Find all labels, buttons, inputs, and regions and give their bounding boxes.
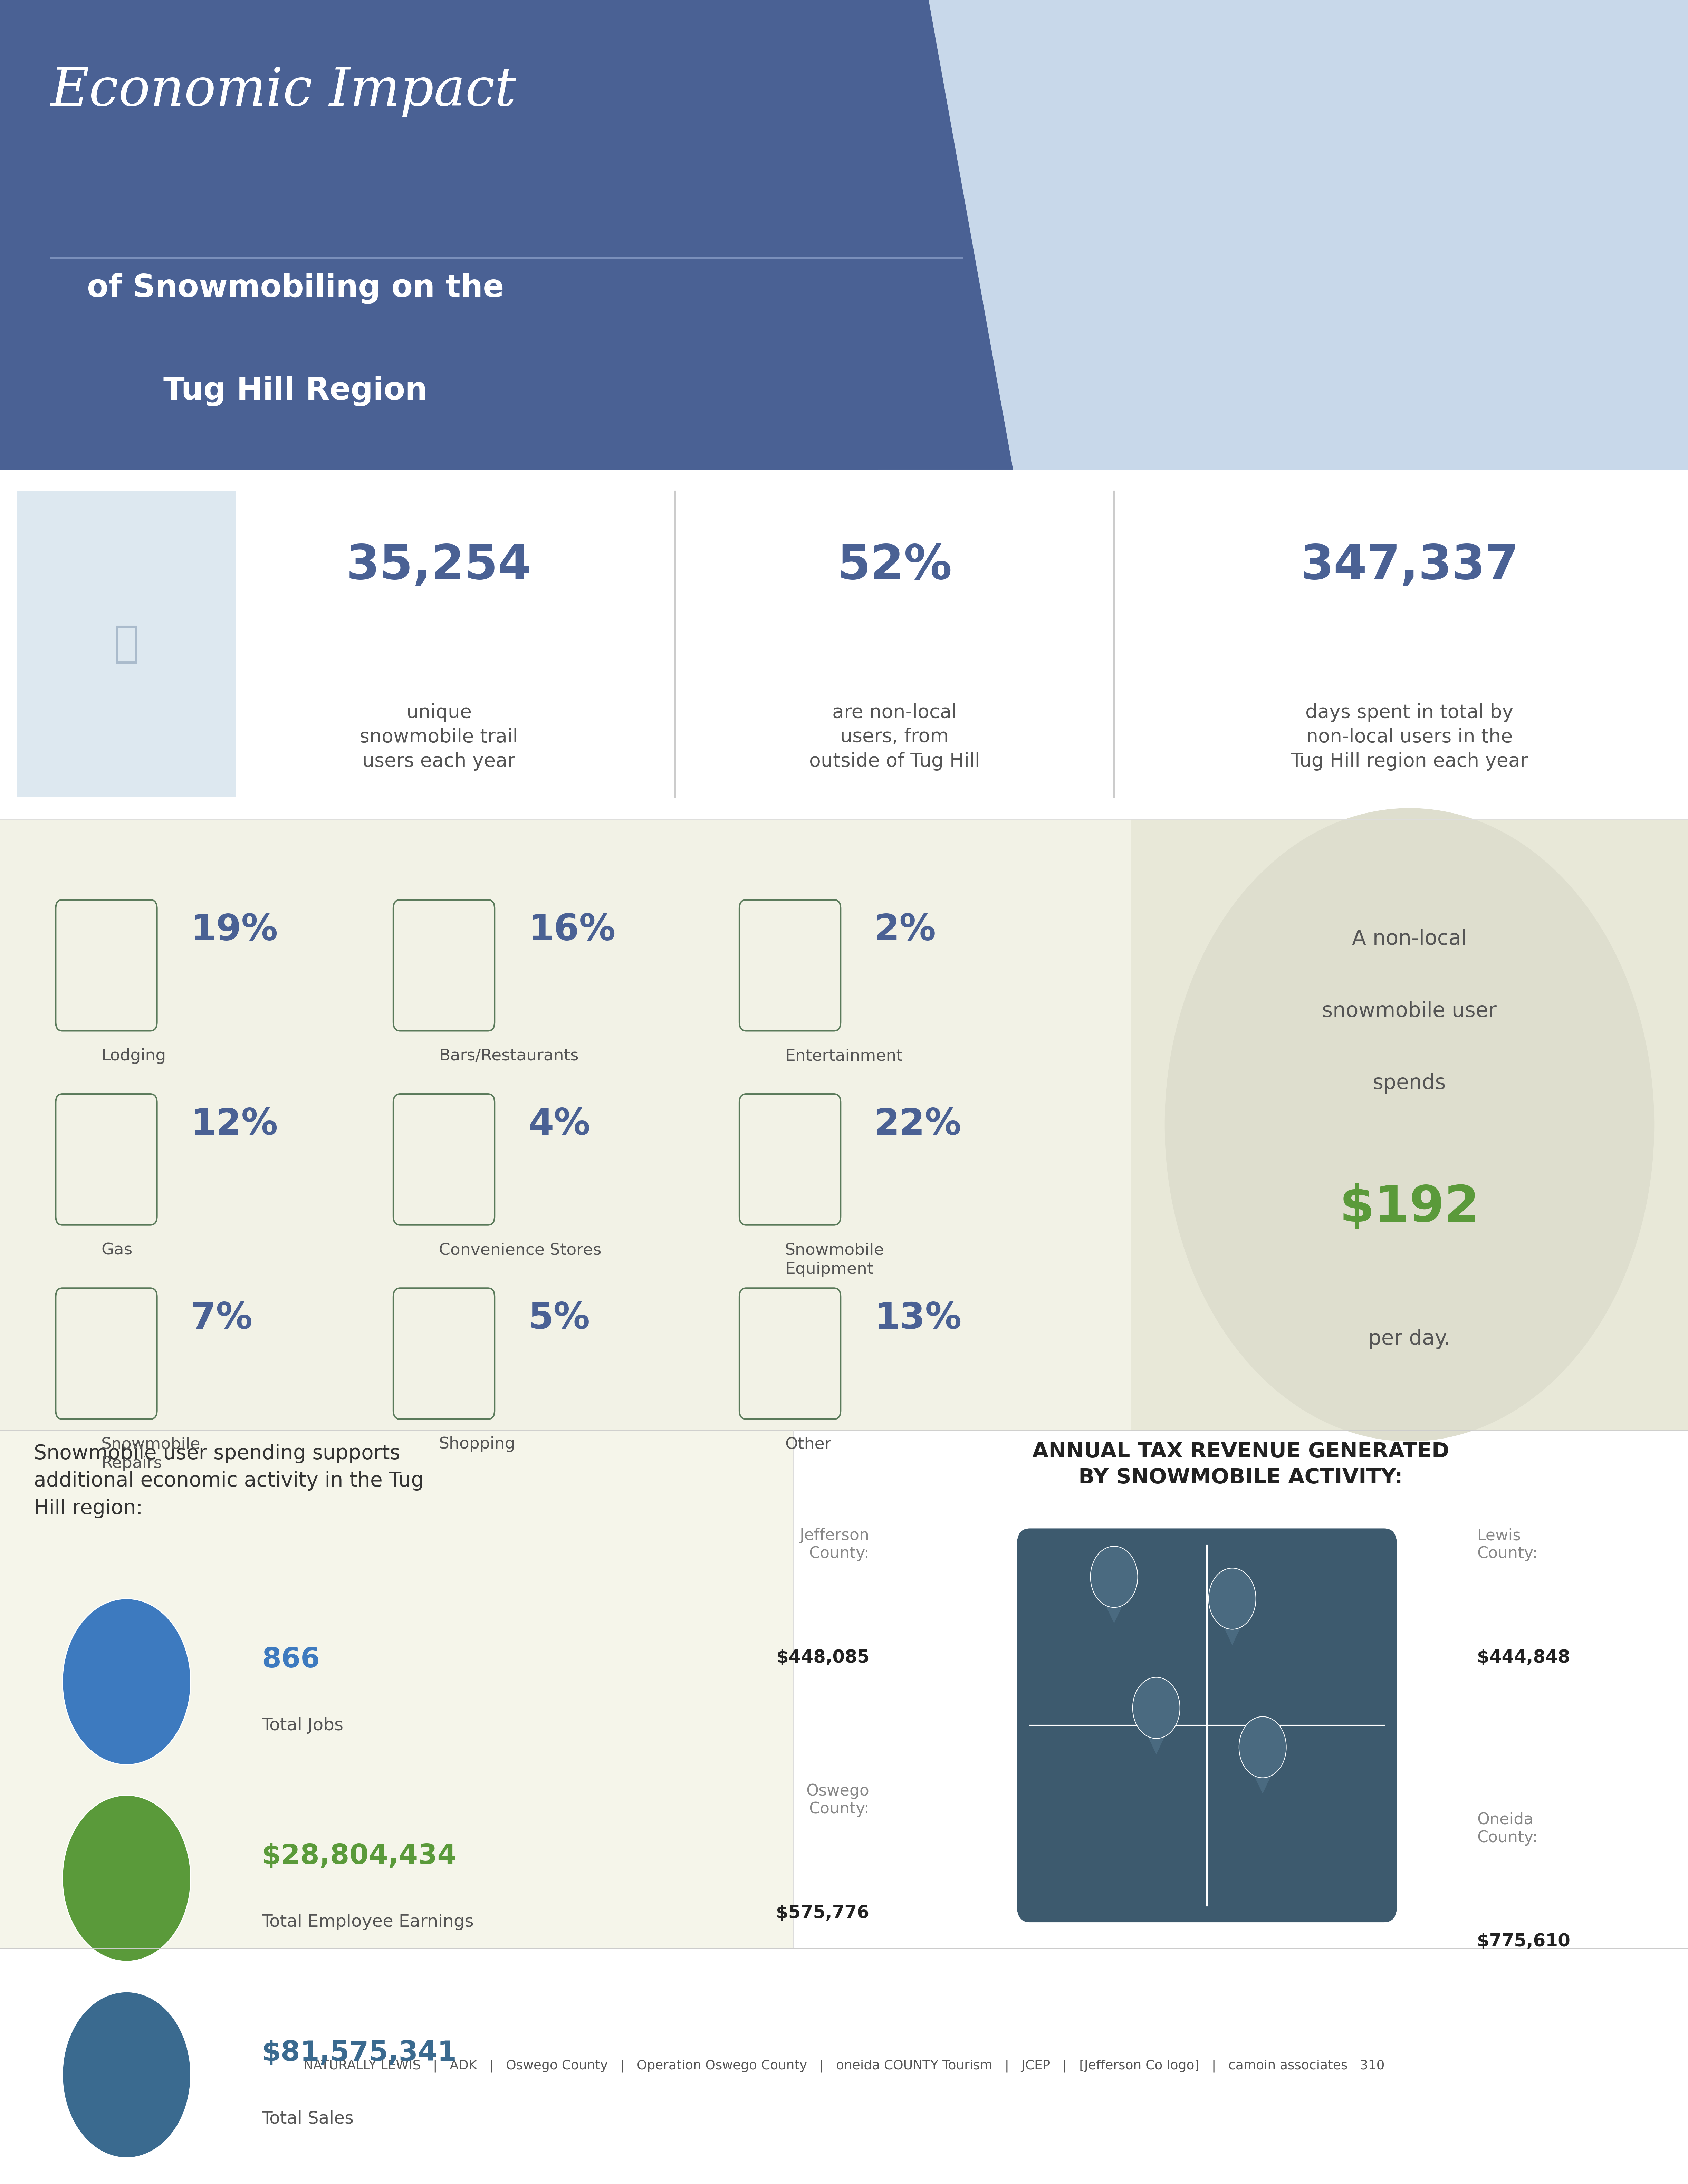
Text: Shopping: Shopping [439, 1437, 515, 1452]
Circle shape [1133, 1677, 1180, 1738]
Text: 4%: 4% [528, 1107, 591, 1142]
Bar [0, 1431, 793, 1948]
Text: 🏍: 🏍 [113, 622, 140, 666]
Polygon shape [1143, 1725, 1170, 1754]
Bar [0, 1948, 1688, 2184]
Text: Other: Other [785, 1437, 830, 1452]
Text: 7%: 7% [191, 1302, 253, 1337]
Text: unique
snowmobile trail
users each year: unique snowmobile trail users each year [360, 703, 518, 771]
FancyBboxPatch shape [1016, 1529, 1398, 1924]
Text: 5%: 5% [528, 1302, 591, 1337]
Text: Convenience Stores: Convenience Stores [439, 1243, 601, 1258]
Text: 35,254: 35,254 [346, 542, 532, 590]
Text: 866: 866 [262, 1647, 319, 1673]
Text: Lodging: Lodging [101, 1048, 165, 1064]
Polygon shape [1101, 1594, 1128, 1623]
Text: Oneida
County:: Oneida County: [1477, 1813, 1538, 1845]
Text: 2%: 2% [874, 913, 937, 948]
Bar [0, 0, 1688, 470]
Text: Entertainment: Entertainment [785, 1048, 903, 1064]
Circle shape [1239, 1717, 1286, 1778]
Text: 12%: 12% [191, 1107, 279, 1142]
Circle shape [62, 1795, 191, 1961]
Text: Tug Hill Region: Tug Hill Region [164, 376, 427, 406]
Text: of Snowmobiling on the: of Snowmobiling on the [86, 273, 505, 304]
Text: Oswego
County:: Oswego County: [807, 1784, 869, 1817]
Text: A non-local: A non-local [1352, 928, 1467, 950]
Text: $81,575,341: $81,575,341 [262, 2040, 457, 2066]
Text: Jefferson
County:: Jefferson County: [800, 1529, 869, 1562]
Text: Total Sales: Total Sales [262, 2110, 353, 2127]
Text: snowmobile user: snowmobile user [1322, 1000, 1497, 1022]
Text: Total Jobs: Total Jobs [262, 1717, 343, 1734]
Polygon shape [1249, 1765, 1276, 1793]
Circle shape [62, 1992, 191, 2158]
Text: NATURALLY LEWIS   |   ADK   |   Oswego County   |   Operation Oswego County   | : NATURALLY LEWIS | ADK | Oswego County | … [304, 2060, 1384, 2073]
Text: days spent in total by
non-local users in the
Tug Hill region each year: days spent in total by non-local users i… [1291, 703, 1528, 771]
Text: $448,085: $448,085 [776, 1649, 869, 1666]
Circle shape [1209, 1568, 1256, 1629]
FancyBboxPatch shape [17, 491, 236, 797]
Bar [0, 819, 1688, 1431]
Bar [0, 470, 1688, 819]
Bar [0, 1431, 1688, 1948]
Polygon shape [0, 0, 1013, 470]
Text: 19%: 19% [191, 913, 279, 948]
Text: Snowmobile
Repairs: Snowmobile Repairs [101, 1437, 201, 1472]
Circle shape [62, 1599, 191, 1765]
Text: Bars/Restaurants: Bars/Restaurants [439, 1048, 579, 1064]
Text: $28,804,434: $28,804,434 [262, 1843, 457, 1870]
Text: 16%: 16% [528, 913, 616, 948]
Text: per day.: per day. [1369, 1328, 1450, 1350]
Text: Snowmobile user spending supports
additional economic activity in the Tug
Hill r: Snowmobile user spending supports additi… [34, 1444, 424, 1518]
Circle shape [1090, 1546, 1138, 1607]
Text: $575,776: $575,776 [776, 1904, 869, 1922]
Text: ANNUAL TAX REVENUE GENERATED
BY SNOWMOBILE ACTIVITY:: ANNUAL TAX REVENUE GENERATED BY SNOWMOBI… [1031, 1441, 1450, 1487]
Text: Economic Impact: Economic Impact [51, 66, 517, 116]
Text: Total Employee Earnings: Total Employee Earnings [262, 1913, 474, 1931]
Text: 52%: 52% [837, 542, 952, 590]
Text: $444,848: $444,848 [1477, 1649, 1570, 1666]
Text: Lewis
County:: Lewis County: [1477, 1529, 1538, 1562]
Bar [1131, 819, 1688, 1431]
Text: $192: $192 [1339, 1184, 1480, 1232]
Text: Gas: Gas [101, 1243, 132, 1258]
Circle shape [1165, 808, 1654, 1441]
Text: $775,610: $775,610 [1477, 1933, 1570, 1950]
Text: 22%: 22% [874, 1107, 962, 1142]
Polygon shape [1219, 1616, 1246, 1645]
Text: 13%: 13% [874, 1302, 962, 1337]
Text: spends: spends [1372, 1072, 1447, 1094]
Text: 347,337: 347,337 [1300, 542, 1519, 590]
Text: Snowmobile
Equipment: Snowmobile Equipment [785, 1243, 885, 1278]
Text: are non-local
users, from
outside of Tug Hill: are non-local users, from outside of Tug… [809, 703, 981, 771]
Bar [878, 0, 1688, 470]
